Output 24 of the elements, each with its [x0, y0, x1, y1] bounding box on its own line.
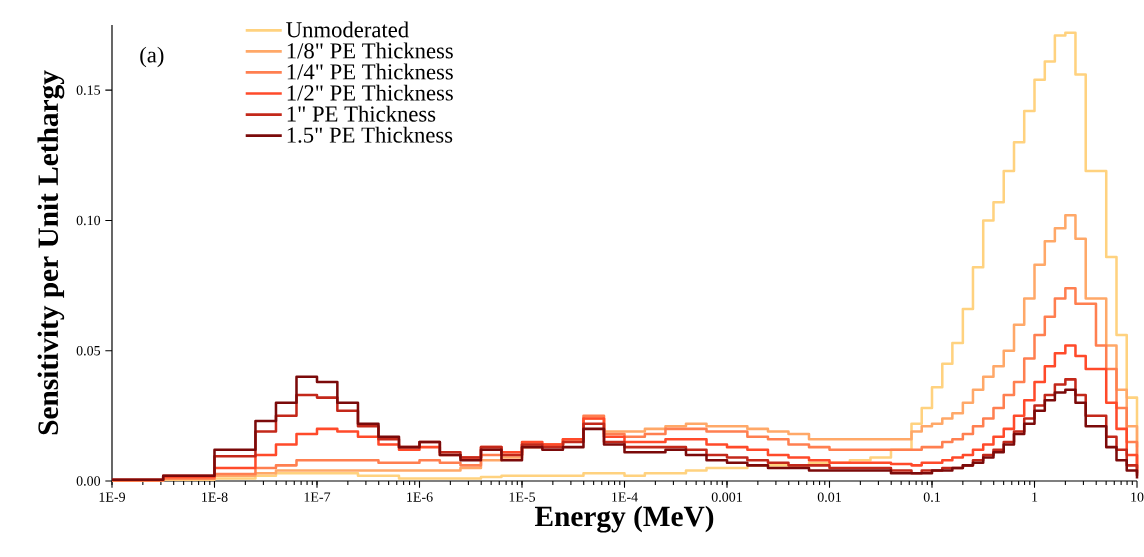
legend-label: 1/8" PE Thickness	[287, 42, 453, 59]
annotation: (a)	[140, 46, 164, 68]
x-tick-label: 1	[1032, 492, 1038, 502]
x-tick-label: 1E-7	[304, 492, 331, 502]
legend-label: 1.5" PE Thickness	[287, 126, 453, 143]
x-axis-title: Energy (MeV)	[534, 505, 714, 533]
legend-label: 1" PE Thickness	[287, 105, 436, 122]
y-tick-label: 0.15	[76, 85, 101, 95]
x-tick-label: 0.001	[711, 492, 742, 502]
x-tick-label: 1E-8	[202, 492, 228, 502]
x-tick-label: 0.1	[923, 492, 940, 502]
legend-label: Unmoderated	[286, 21, 409, 38]
x-tick-label: 1E-9	[99, 492, 126, 502]
y-tick-label: 0.10	[76, 215, 101, 226]
legend-label: 1/2" PE Thickness	[287, 84, 453, 101]
y-tick-label: 0.00	[76, 476, 101, 486]
x-tick-label: 10	[1131, 492, 1144, 502]
x-tick-label: 1E-4	[612, 492, 638, 502]
y-axis-title: Sensitivity per Unit Lethargy	[37, 70, 65, 435]
x-tick-label: 1E-5	[509, 492, 536, 502]
x-tick-label: 0.01	[817, 492, 841, 502]
y-tick-label: 0.05	[76, 345, 101, 356]
legend-label: 1/4" PE Thickness	[287, 63, 453, 80]
x-tick-label: 1E-6	[407, 492, 433, 502]
